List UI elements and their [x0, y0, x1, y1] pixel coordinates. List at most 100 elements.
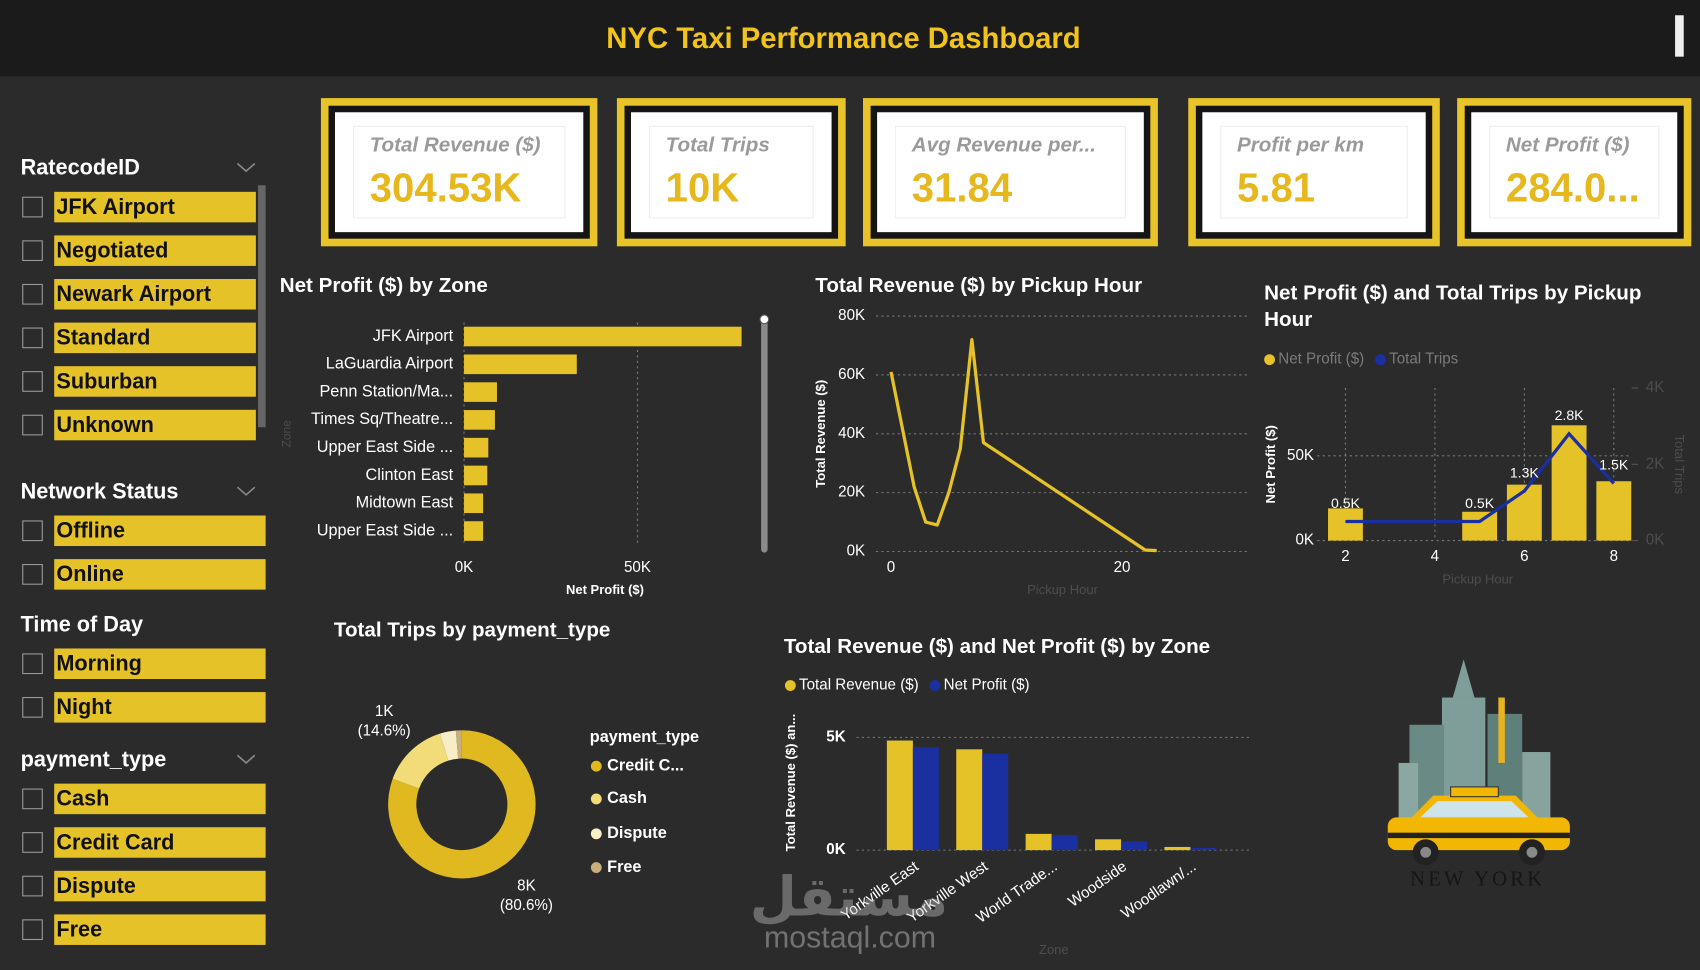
y-tick-label: Clinton East	[366, 466, 454, 484]
legend-label: Net Profit ($)	[944, 677, 1030, 694]
kpi-label: Profit per km	[1237, 133, 1364, 156]
bar	[886, 740, 913, 851]
legend-marker	[929, 680, 941, 691]
bar	[1190, 847, 1217, 851]
slicer-title: RatecodeID	[21, 155, 140, 180]
slicer-item[interactable]: Free	[56, 916, 102, 941]
slicer-item[interactable]: JFK Airport	[56, 194, 174, 219]
kpi-card	[877, 112, 1144, 233]
slicer-title: payment_type	[21, 746, 167, 771]
bar	[912, 747, 939, 851]
slicer-checkbox[interactable]	[22, 696, 43, 718]
bar	[1462, 511, 1498, 541]
legend-label: Total Revenue ($)	[799, 677, 919, 694]
y-tick-label: 50K	[1287, 447, 1314, 464]
data-label: 2.8K	[1555, 407, 1585, 423]
slicer-item[interactable]: Negotiated	[56, 237, 168, 262]
line	[889, 337, 1157, 553]
slicer-item-bar	[54, 783, 266, 815]
chart-title: Net Profit ($) by Zone	[280, 274, 488, 297]
bar	[464, 437, 489, 458]
chart-title: Total Revenue ($) and Net Profit ($) by …	[784, 635, 1210, 658]
kpi-value: 304.53K	[370, 165, 522, 210]
slicer-item[interactable]: Morning	[56, 651, 141, 676]
slicer-item[interactable]: Night	[56, 694, 111, 719]
watermark-arabic: مستقل	[750, 865, 948, 928]
slicer-checkbox[interactable]	[22, 414, 43, 436]
bar	[1025, 833, 1052, 851]
slicer-checkbox[interactable]	[22, 788, 43, 810]
y-tick-label: Penn Station/Ma...	[319, 382, 453, 400]
slicer-checkbox[interactable]	[22, 564, 43, 585]
slicer-checkbox[interactable]	[22, 875, 43, 897]
slicer-item[interactable]: Offline	[56, 518, 125, 543]
x-tick-label: 4	[1431, 548, 1440, 565]
kpi-value: 31.84	[912, 165, 1013, 210]
kpi-value: 10K	[666, 165, 740, 210]
slicer-item[interactable]: Standard	[56, 325, 150, 350]
kpi-inner	[894, 125, 1126, 219]
slicer-item-bar	[54, 692, 266, 723]
kpi-label: Avg Revenue per...	[911, 133, 1096, 156]
y-tick-label: 0K	[847, 542, 866, 559]
slicer-checkbox[interactable]	[22, 327, 43, 349]
y-tick-label: 0K	[826, 841, 845, 858]
y-tick-label: Upper East Side ...	[317, 438, 453, 456]
legend-marker	[1264, 354, 1275, 366]
slicer-item[interactable]: Cash	[56, 786, 109, 811]
slicer-checkbox[interactable]	[22, 196, 43, 218]
kpi-inner	[648, 125, 814, 219]
slicer-checkbox[interactable]	[22, 832, 43, 853]
data-label: 1K (14.6%)	[357, 701, 411, 739]
slicer-checkbox[interactable]	[22, 919, 43, 941]
y-tick-label: LaGuardia Airport	[326, 355, 454, 373]
slicer-item[interactable]: Dispute	[56, 873, 135, 898]
legend-label: Credit C...	[607, 756, 684, 774]
bar	[464, 410, 495, 430]
slicer-item-bar	[54, 914, 266, 945]
slicer-item-bar	[54, 870, 266, 902]
legend-title: payment_type	[590, 728, 699, 746]
legend-label: Net Profit ($)	[1278, 351, 1364, 368]
donut-slice	[439, 730, 459, 761]
y2-tick-label: 0K	[1646, 532, 1665, 549]
legend-label: Dispute	[607, 824, 667, 842]
slicer-item[interactable]: Unknown	[56, 412, 154, 437]
slicer-checkbox[interactable]	[22, 240, 43, 262]
slicer-item-bar	[54, 279, 256, 310]
slicer-item[interactable]: Online	[56, 561, 123, 586]
slicer-item[interactable]: Suburban	[56, 368, 157, 393]
donut-slice	[388, 730, 536, 879]
legend-marker	[590, 862, 602, 873]
slicer-checkbox[interactable]	[22, 371, 43, 392]
title-bar-handle	[1675, 15, 1684, 57]
kpi-card	[1471, 112, 1678, 233]
x-tick-label: 20	[1114, 559, 1131, 576]
line	[1345, 431, 1616, 524]
legend-marker	[1375, 354, 1386, 366]
bar	[1051, 835, 1078, 851]
slicer-checkbox[interactable]	[22, 520, 43, 542]
kpi-inner	[1489, 125, 1660, 219]
slicer-item-bar	[54, 322, 256, 354]
bar	[982, 753, 1009, 851]
slicer-checkbox[interactable]	[22, 653, 43, 675]
kpi-card	[1202, 112, 1426, 233]
slicer-checkbox[interactable]	[22, 283, 43, 305]
bar	[464, 521, 484, 541]
bar	[1596, 481, 1632, 541]
slicer-item[interactable]: Newark Airport	[56, 281, 211, 306]
x-tick-label: 50K	[624, 559, 651, 576]
slicer-item-bar	[54, 191, 256, 223]
data-label: 0.5K	[1465, 495, 1495, 511]
legend-label: Cash	[607, 789, 647, 807]
slicer-item[interactable]: Credit Card	[56, 829, 174, 854]
kpi-label: Total Trips	[666, 133, 770, 156]
donut-slice	[392, 733, 449, 789]
y-tick-label: 80K	[838, 307, 865, 324]
bar	[1164, 846, 1191, 851]
y-tick-label: 40K	[838, 425, 865, 442]
donut-slice	[455, 730, 462, 759]
